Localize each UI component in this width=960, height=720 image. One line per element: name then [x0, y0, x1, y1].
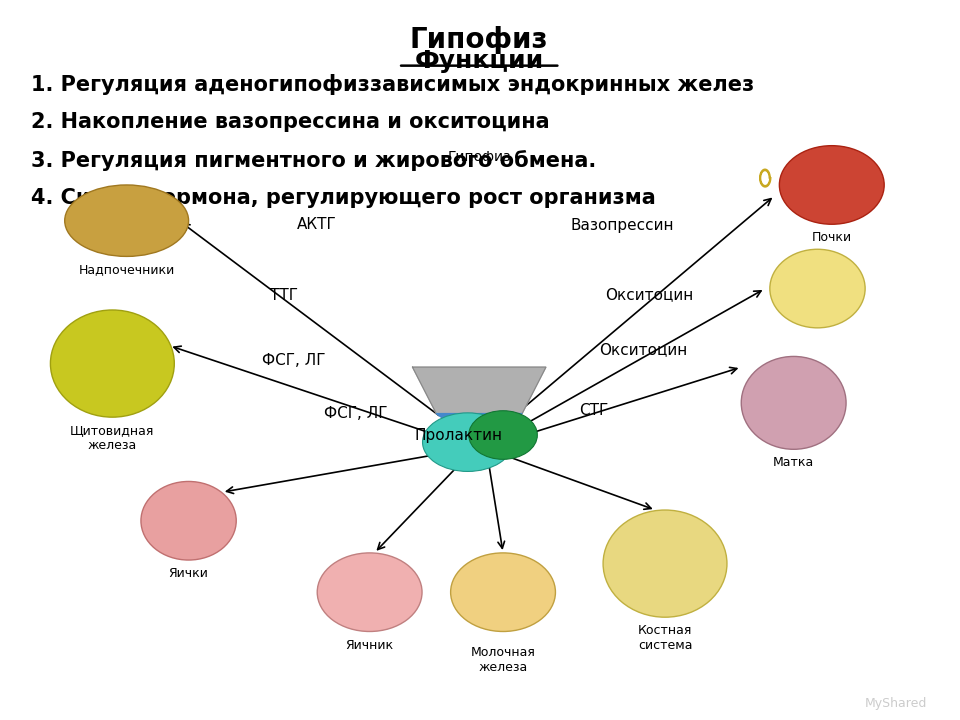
Text: 4. Синтез гормона, регулирующего рост организма: 4. Синтез гормона, регулирующего рост ор…	[32, 188, 656, 208]
Text: АКТГ: АКТГ	[298, 217, 337, 232]
Text: Функции: Функции	[415, 49, 543, 73]
Text: ФСГ, ЛГ: ФСГ, ЛГ	[262, 353, 325, 367]
Text: Молочная
железа: Молочная железа	[470, 646, 536, 674]
Text: 2. Накопление вазопрессина и окситоцина: 2. Накопление вазопрессина и окситоцина	[32, 112, 550, 132]
Text: Костная
система: Костная система	[637, 624, 692, 652]
Text: СТГ: СТГ	[579, 402, 609, 418]
Ellipse shape	[741, 356, 846, 449]
Text: ФСГ, ЛГ: ФСГ, ЛГ	[324, 406, 387, 421]
Ellipse shape	[450, 553, 556, 631]
Ellipse shape	[468, 410, 538, 459]
Text: Окситоцин: Окситоцин	[599, 342, 687, 357]
Text: Пролактин: Пролактин	[415, 428, 502, 443]
Text: Гипофиз: Гипофиз	[410, 26, 548, 54]
Text: Щитовидная
железа: Щитовидная железа	[70, 424, 155, 452]
Text: Почки: Почки	[812, 231, 852, 244]
Polygon shape	[437, 413, 522, 428]
Polygon shape	[413, 367, 546, 413]
Ellipse shape	[141, 482, 236, 560]
Text: ТТГ: ТТГ	[270, 288, 298, 303]
Text: Гипофиз: Гипофиз	[447, 150, 511, 163]
Text: 3. Регуляция пигментного и жирового обмена.: 3. Регуляция пигментного и жирового обме…	[32, 150, 596, 171]
Ellipse shape	[780, 145, 884, 224]
Text: Яички: Яички	[169, 567, 208, 580]
Ellipse shape	[51, 310, 175, 417]
Text: Яичник: Яичник	[346, 639, 394, 652]
Ellipse shape	[770, 249, 865, 328]
Text: Надпочечники: Надпочечники	[79, 264, 175, 276]
Text: Вазопрессин: Вазопрессин	[570, 218, 674, 233]
Text: Окситоцин: Окситоцин	[605, 287, 693, 302]
Text: Матка: Матка	[773, 456, 814, 469]
Ellipse shape	[317, 553, 422, 631]
Ellipse shape	[422, 413, 513, 472]
Ellipse shape	[64, 185, 188, 256]
Text: MyShared: MyShared	[865, 697, 927, 710]
Text: 1. Регуляция аденогипофиззависимых эндокринных желез: 1. Регуляция аденогипофиззависимых эндок…	[32, 74, 755, 95]
Ellipse shape	[603, 510, 727, 617]
